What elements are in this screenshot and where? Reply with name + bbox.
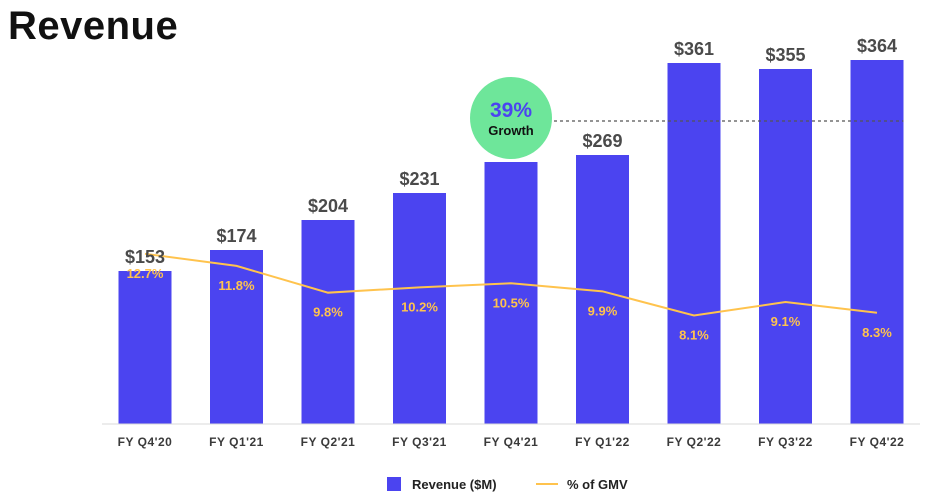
gmv-pct-label: 8.3%	[862, 325, 892, 340]
growth-callout-value: 39%	[490, 99, 532, 122]
legend: Revenue ($M) % of GMV	[387, 477, 628, 492]
revenue-value-label: $231	[399, 169, 439, 189]
revenue-value-label: $361	[674, 39, 714, 59]
gmv-line	[144, 252, 878, 317]
growth-callout: 39% Growth	[470, 77, 552, 159]
bars-layer	[118, 60, 904, 424]
revenue-value-label: $153	[125, 247, 165, 267]
x-tick-label: FY Q3'22	[758, 435, 813, 449]
x-tick-label: FY Q2'22	[667, 435, 722, 449]
revenue-bar	[667, 63, 721, 424]
revenue-value-label: $174	[216, 226, 256, 246]
gmv-pct-label: 12.7%	[127, 266, 164, 281]
gmv-pct-label: 8.1%	[679, 327, 709, 342]
x-tick-label: FY Q2'21	[301, 435, 356, 449]
x-tick-label: FY Q4'21	[484, 435, 539, 449]
x-tick-label: FY Q4'20	[118, 435, 173, 449]
revenue-bar	[850, 60, 904, 424]
revenue-bar	[118, 271, 172, 424]
x-tick-label: FY Q3'21	[392, 435, 447, 449]
growth-callout-label: Growth	[488, 123, 534, 138]
revenue-value-label: $204	[308, 196, 348, 216]
gmv-pct-label: 9.9%	[588, 303, 618, 318]
gmv-pct-label: 10.5%	[493, 295, 530, 310]
revenue-bar	[301, 220, 355, 424]
gmv-pct-label: 11.8%	[218, 278, 255, 293]
gmv-pct-label: 9.1%	[771, 314, 801, 329]
revenue-bar	[759, 69, 812, 424]
x-tick-label: FY Q1'21	[209, 435, 264, 449]
revenue-bar	[393, 193, 446, 424]
gmv-pct-label: 9.8%	[313, 305, 343, 320]
legend-bar-swatch	[387, 477, 401, 491]
gmv-pct-label: 10.2%	[401, 299, 438, 314]
revenue-value-label: $364	[857, 36, 897, 56]
revenue-value-label: $355	[765, 45, 805, 65]
page-title: Revenue	[8, 4, 179, 48]
x-tick-label: FY Q1'22	[575, 435, 630, 449]
gmv-line-layer	[144, 252, 878, 317]
growth-callout-circle	[470, 77, 552, 159]
legend-bar-label: Revenue ($M)	[412, 477, 497, 492]
legend-line-label: % of GMV	[567, 477, 628, 492]
revenue-value-label: $269	[582, 131, 622, 151]
revenue-bar	[210, 250, 263, 424]
x-tick-label: FY Q4'22	[850, 435, 905, 449]
revenue-bar	[484, 162, 538, 424]
